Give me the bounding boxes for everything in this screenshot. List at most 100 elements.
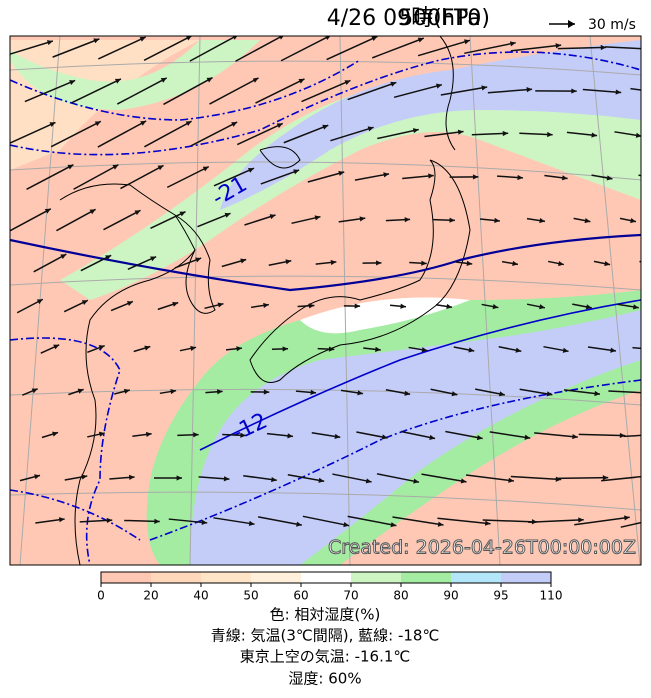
wind-arrow xyxy=(280,36,332,62)
wind-arrow xyxy=(510,475,562,481)
wind-arrow xyxy=(70,78,122,104)
wind-arrow-head xyxy=(123,388,130,394)
wind-arrow xyxy=(605,46,641,50)
wind-arrow xyxy=(326,36,378,61)
wind-arrow-head xyxy=(436,83,442,89)
wind-arrow-head xyxy=(94,121,101,127)
wind-arrow-head xyxy=(594,390,600,397)
wind-arrow xyxy=(79,519,113,523)
colorbar-tick-label: 40 xyxy=(193,589,208,603)
wind-arrow xyxy=(417,39,471,57)
wind-arrow-head xyxy=(224,212,231,218)
wind-arrow xyxy=(10,40,54,55)
wind-arrow-head xyxy=(526,87,533,93)
map-frame xyxy=(9,35,642,566)
wind-arrow xyxy=(213,167,255,187)
colorbar-tick-label: 80 xyxy=(393,589,408,603)
wind-arrow xyxy=(33,253,67,273)
wind-arrow-head xyxy=(547,131,553,138)
wind-arrow-head xyxy=(263,302,269,309)
wind-arrow-head xyxy=(58,517,65,523)
wind-arrow xyxy=(582,88,622,94)
colorbar-segment xyxy=(301,572,351,583)
wind-arrow-head xyxy=(134,210,141,216)
wind-arrow xyxy=(519,132,553,136)
wind-arrow-head xyxy=(60,254,67,260)
wind-arrow xyxy=(302,515,350,527)
wind-arrow xyxy=(471,132,509,136)
wind-arrow-head xyxy=(263,389,270,395)
colorbar-tick-label: 60 xyxy=(293,589,308,603)
wind-arrow-head xyxy=(114,78,121,84)
wind-arrow-head xyxy=(298,78,305,84)
isotherm xyxy=(10,51,641,565)
wind-arrow xyxy=(260,169,300,185)
wind-arrow-head xyxy=(287,433,293,439)
colorbar-tick-label: 70 xyxy=(343,589,358,603)
wind-arrow-head xyxy=(206,77,213,83)
wind-arrow-head xyxy=(539,217,546,224)
map: -21 -12 xyxy=(10,36,641,565)
wind-arrow-head xyxy=(610,347,616,353)
wind-arrow-head xyxy=(185,36,192,41)
wind-arrow-head xyxy=(269,214,276,220)
wind-arrow-head xyxy=(67,164,74,170)
wind-arrow-head xyxy=(34,474,40,480)
wind-arrow-head xyxy=(383,172,390,178)
wind-arrow-head xyxy=(561,175,568,181)
wind-arrow-head xyxy=(154,518,160,524)
wind-arrow-head xyxy=(546,391,553,397)
wind-arrow-head xyxy=(293,169,300,175)
wind-arrow-head xyxy=(517,174,523,181)
humid-area xyxy=(300,297,470,334)
caption: 湿度: 60% xyxy=(288,670,361,688)
wind-arrow xyxy=(56,208,96,232)
wind-arrow-head xyxy=(308,303,315,309)
wind-arrow xyxy=(400,430,436,440)
humid-area xyxy=(190,310,641,565)
colorbar-segment xyxy=(451,572,501,583)
colorbar-tick-label: 110 xyxy=(540,589,563,603)
wind-arrow-head xyxy=(160,77,167,83)
wind-arrow-head xyxy=(328,346,335,352)
wind-arrow xyxy=(437,517,491,525)
wind-arrow-head xyxy=(195,257,202,263)
wind-arrow-head xyxy=(359,216,366,222)
wind-arrow-head xyxy=(81,474,88,480)
wind-arrow xyxy=(534,432,578,438)
wind-arrow-head xyxy=(172,301,179,307)
wind-arrow-head xyxy=(271,476,277,483)
wind-arrow xyxy=(116,77,168,105)
wind-arrow xyxy=(557,46,607,50)
wind-arrow-head xyxy=(217,389,223,395)
wind-arrow xyxy=(213,517,255,525)
wind-arrow-head xyxy=(390,81,397,87)
wind-arrow-head xyxy=(635,132,641,138)
wind-arrow-head xyxy=(466,260,473,266)
wind-arrow-head xyxy=(296,521,302,527)
wind-arrow xyxy=(307,171,345,183)
wind-arrow-head xyxy=(502,130,509,137)
wind-arrow-head xyxy=(52,431,59,437)
wind-arrow-head xyxy=(310,389,317,396)
wind-arrow-head xyxy=(318,477,325,483)
colorbar-segment xyxy=(101,572,151,583)
wind-arrow xyxy=(301,79,351,103)
wind-arrow xyxy=(563,389,601,395)
wind-arrow xyxy=(244,214,276,226)
wind-arrow xyxy=(236,122,284,146)
vector-legend: 30 m/s xyxy=(588,17,636,33)
wind-arrow-head xyxy=(232,36,238,40)
wind-arrow xyxy=(80,254,112,272)
wind-arrow xyxy=(120,164,164,190)
wind-arrow-head xyxy=(451,391,458,397)
wind-arrow xyxy=(98,36,146,60)
wind-arrow-head xyxy=(248,520,255,526)
wind-arrow xyxy=(258,516,302,526)
wind-arrow-head xyxy=(602,475,609,481)
wind-arrow xyxy=(235,36,284,62)
wind-arrow xyxy=(487,88,533,94)
wind-arrow-head xyxy=(325,36,331,41)
colorbar-segment xyxy=(401,572,451,583)
